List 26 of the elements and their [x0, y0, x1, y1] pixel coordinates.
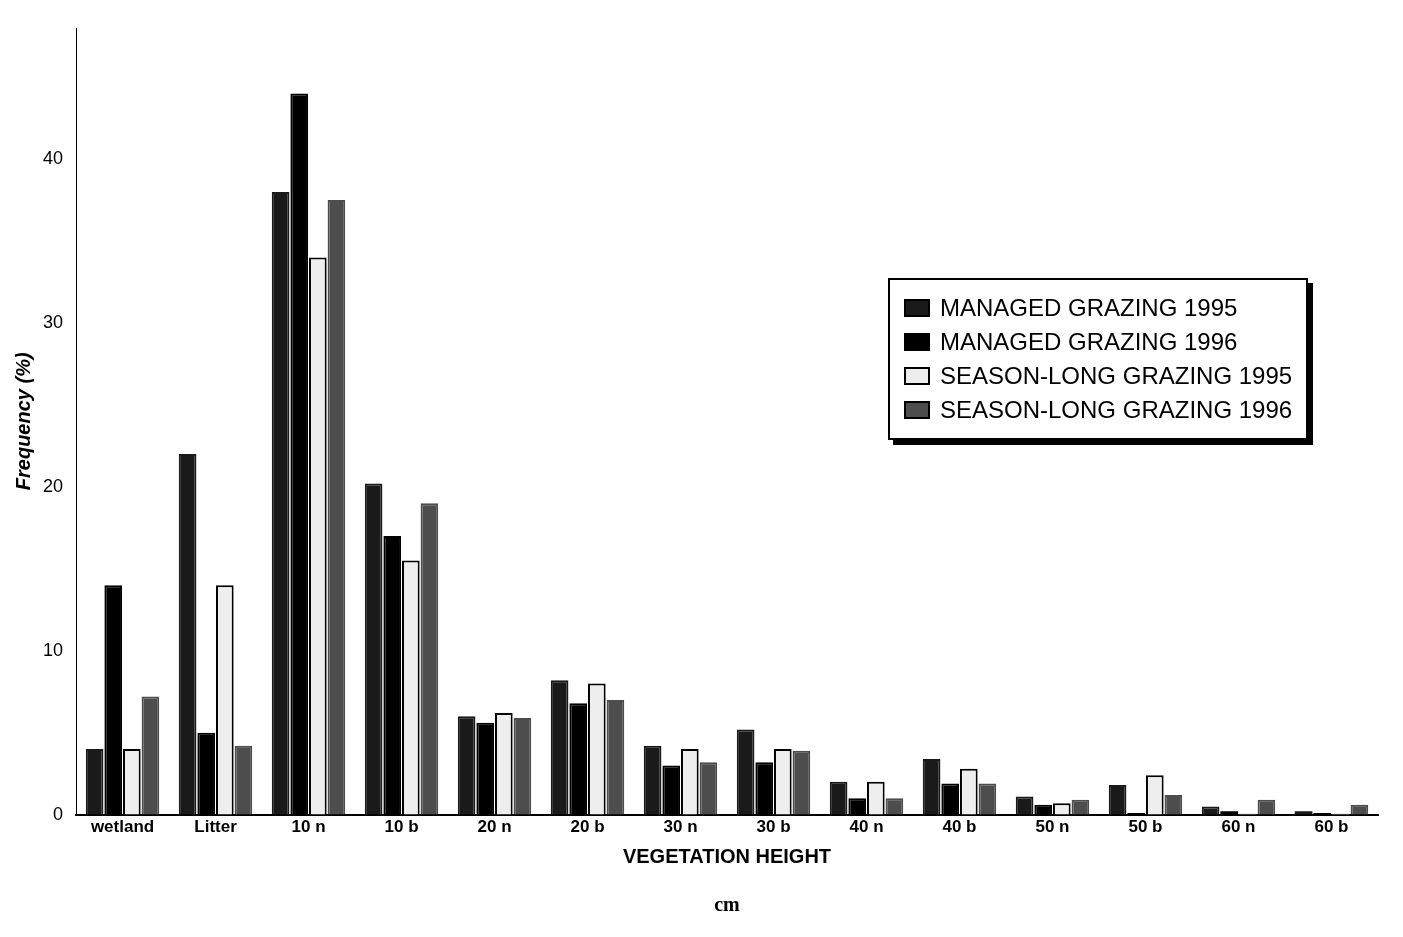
x-tick-label: 50 b [1128, 817, 1163, 837]
y-tick-label: 40 [42, 148, 64, 169]
x-tick-label: 60 b [1314, 817, 1349, 837]
text: cm [714, 893, 741, 915]
x-tick-label: 20 b [570, 817, 605, 837]
y-axis-title: Frequency (%) [11, 352, 34, 491]
y-tick-label: 30 [42, 311, 64, 332]
legend-label: SEASON-LONG GRAZING 1995 [940, 362, 1293, 390]
legend-label: MANAGED GRAZING 1996 [940, 328, 1238, 356]
x-tick-label: Litter [194, 817, 238, 837]
x-tick-label: 40 b [942, 817, 977, 837]
legend-label: MANAGED GRAZING 1995 [940, 294, 1238, 322]
x-tick-label: 60 n [1221, 817, 1256, 837]
y-tick-label: 10 [42, 639, 64, 660]
x-tick-label: 40 n [849, 817, 884, 837]
x-tick-label: 10 b [384, 817, 419, 837]
x-axis-title: VEGETATION HEIGHT [622, 844, 832, 867]
x-tick-label: 30 n [663, 817, 698, 837]
x-tick-label: 30 b [756, 817, 791, 837]
legend-label: SEASON-LONG GRAZING 1996 [940, 396, 1293, 424]
y-tick-label: 0 [53, 803, 64, 824]
x-tick-label: 20 n [477, 817, 512, 837]
x-tick-label: 10 n [291, 817, 326, 837]
x-tick-label: wetland [89, 817, 155, 837]
x-tick-label: 50 n [1035, 817, 1070, 837]
y-tick-label: 20 [42, 475, 64, 496]
